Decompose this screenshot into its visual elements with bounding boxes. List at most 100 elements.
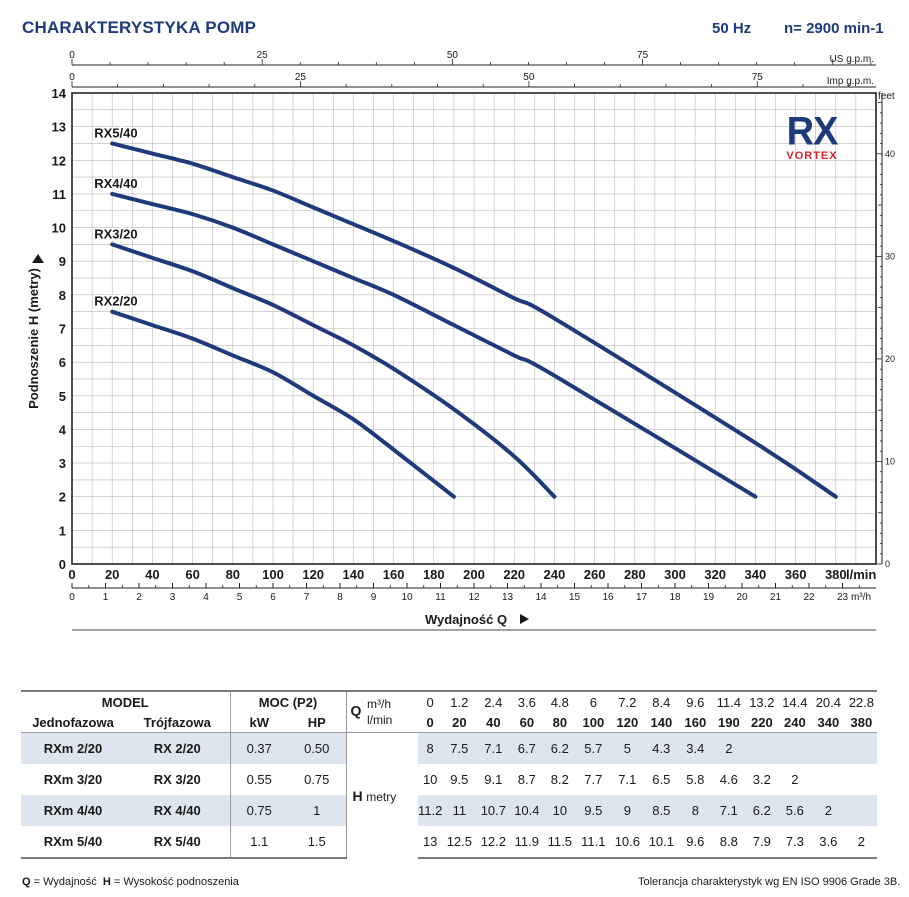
feet-tick-label: 0: [885, 559, 890, 569]
q-m3h-cell: 11.4: [712, 690, 746, 712]
page-title: CHARAKTERYSTYKA POMP: [22, 18, 257, 37]
head-value: 8.8: [712, 826, 746, 859]
head-value: 7.1: [712, 795, 746, 826]
us-gpm-tick-label: 50: [447, 50, 459, 61]
head-value: 6.2: [543, 732, 577, 764]
head-value: [845, 764, 877, 795]
m3h-tick-label: 6: [270, 592, 276, 603]
power-header: MOC (P2): [229, 690, 346, 712]
q-lmin-cell: 160: [684, 714, 707, 730]
m3h-tick-label: 4: [203, 592, 209, 603]
head-value: 5.7: [576, 732, 611, 764]
y-tick-label: 4: [59, 422, 67, 437]
head-value: 7.5: [442, 732, 477, 764]
performance-table: MODEL MOC (P2) Q m³/h l/min 0 1.2 2.4 3.…: [21, 690, 878, 859]
imp-gpm-unit-label: Imp g.p.m.: [827, 76, 874, 87]
x-tick-label: 160: [383, 567, 405, 582]
table-header-row-1: MODEL MOC (P2) Q m³/h l/min 0 1.2 2.4 3.…: [21, 690, 878, 733]
q-m3h-cell: 8.4: [644, 690, 679, 712]
q-lmin-cell: 140: [650, 714, 673, 730]
y-tick-label: 6: [59, 355, 66, 370]
head-value: 6.5: [652, 772, 671, 787]
us-gpm-unit-label: US g.p.m.: [830, 54, 874, 65]
h-unit: metry: [366, 789, 397, 804]
y-tick-label: 3: [59, 456, 66, 471]
legend-q-symbol: Q: [22, 876, 31, 888]
q-m3h-cell: 3.6: [510, 690, 544, 712]
head-value: 2: [845, 826, 878, 859]
head-value: 6.7: [510, 732, 544, 764]
y-tick-label: 8: [59, 288, 66, 303]
m3h-tick-label: 13: [502, 592, 514, 603]
x-tick-label: 260: [584, 567, 606, 582]
rx-vortex-logo: RX VORTEX: [776, 109, 848, 162]
q-m3h-cell: 1.2: [442, 690, 477, 712]
head-value: 3.4: [678, 732, 713, 764]
imp-gpm-tick-label: 75: [752, 72, 764, 83]
power-hp: 1: [288, 795, 346, 826]
single-phase-model: RXm 2/20: [21, 732, 125, 764]
m3h-tick-label: 21: [770, 592, 782, 603]
logo-vortex-text: VORTEX: [786, 150, 838, 162]
h-label-cell: H metry: [345, 732, 418, 858]
table-row: RXm 2/20 RX 2/20 0.37 0.50 H metry 8 7.5…: [21, 732, 878, 858]
head-value: 10.1: [644, 826, 679, 859]
y-tick-label: 10: [52, 221, 66, 236]
y-tick-label: 2: [59, 490, 66, 505]
head-value: 8.2: [550, 772, 569, 787]
imp-gpm-tick-label: 25: [295, 72, 307, 83]
q-symbol: Q: [350, 702, 362, 719]
head-value: 12.5: [442, 826, 477, 859]
head-value: 7.1: [618, 772, 637, 787]
y-tick-label: 11: [52, 187, 66, 202]
m3h-tick-label: 8: [337, 592, 343, 603]
m3h-tick-label: 22: [803, 592, 815, 603]
y-tick-label: 1: [59, 523, 66, 538]
m3h-tick-label: 1: [103, 592, 109, 603]
m3h-tick-label: 14: [535, 592, 547, 603]
head-value: 10: [543, 795, 577, 826]
x-tick-label: 60: [185, 567, 199, 582]
head-value: 11.1: [576, 826, 611, 859]
q-m3h-cell: 6: [576, 690, 611, 712]
y-tick-label: 14: [52, 86, 67, 101]
model-header: MODEL: [21, 690, 230, 712]
logo-rx-text: RX: [786, 109, 839, 155]
series-label: RX3/20: [94, 226, 137, 241]
head-value: 9.6: [678, 826, 713, 859]
x-tick-label: 180: [423, 567, 445, 582]
us-gpm-tick-label: 25: [257, 50, 269, 61]
head-value: 10: [422, 772, 438, 787]
three-phase-model: RX 4/40: [125, 795, 230, 826]
y-axis-arrow-icon: [32, 254, 44, 263]
x-tick-label: 380: [825, 567, 847, 582]
q-lmin-cell: 60: [519, 714, 535, 730]
x-tick-label: 280: [624, 567, 646, 582]
m3h-tick-label: 11: [435, 592, 446, 603]
m3h-tick-label: 9: [371, 592, 377, 603]
x-tick-label: 20: [105, 567, 119, 582]
table-row: RXm 4/40 RX 4/40 0.75 1 11.2 11 10.7 10.…: [21, 795, 878, 826]
q-m3h-cell: 22.8: [845, 690, 878, 712]
m3h-tick-label: 12: [468, 592, 480, 603]
imp-gpm-tick-label: 50: [523, 72, 535, 83]
table-header-row-2: Jednofazowa Trójfazowa kW HP 0 20 40 60 …: [21, 712, 877, 733]
head-value: 2: [712, 732, 746, 764]
head-value: [845, 795, 878, 826]
m3h-tick-label: 3: [170, 592, 176, 603]
frequency-label: 50 Hz: [712, 20, 752, 37]
m3h-unit-label: m³/h: [851, 592, 871, 603]
head-value: 11.9: [510, 826, 544, 859]
single-phase-header: Jednofazowa: [32, 714, 114, 730]
m3h-tick-label: 17: [636, 592, 648, 603]
head-value: 3.6: [811, 826, 846, 859]
imp-gpm-tick-label: 0: [69, 72, 75, 83]
m3h-tick-label: 10: [401, 592, 413, 603]
q-lmin-cell: 220: [750, 714, 773, 730]
q-lmin-cell: 40: [486, 714, 501, 730]
x-tick-label: 220: [503, 567, 525, 582]
head-value: 10.6: [610, 826, 645, 859]
x-tick-label: 240: [544, 567, 566, 582]
q-lmin-cell: 0: [426, 714, 434, 730]
